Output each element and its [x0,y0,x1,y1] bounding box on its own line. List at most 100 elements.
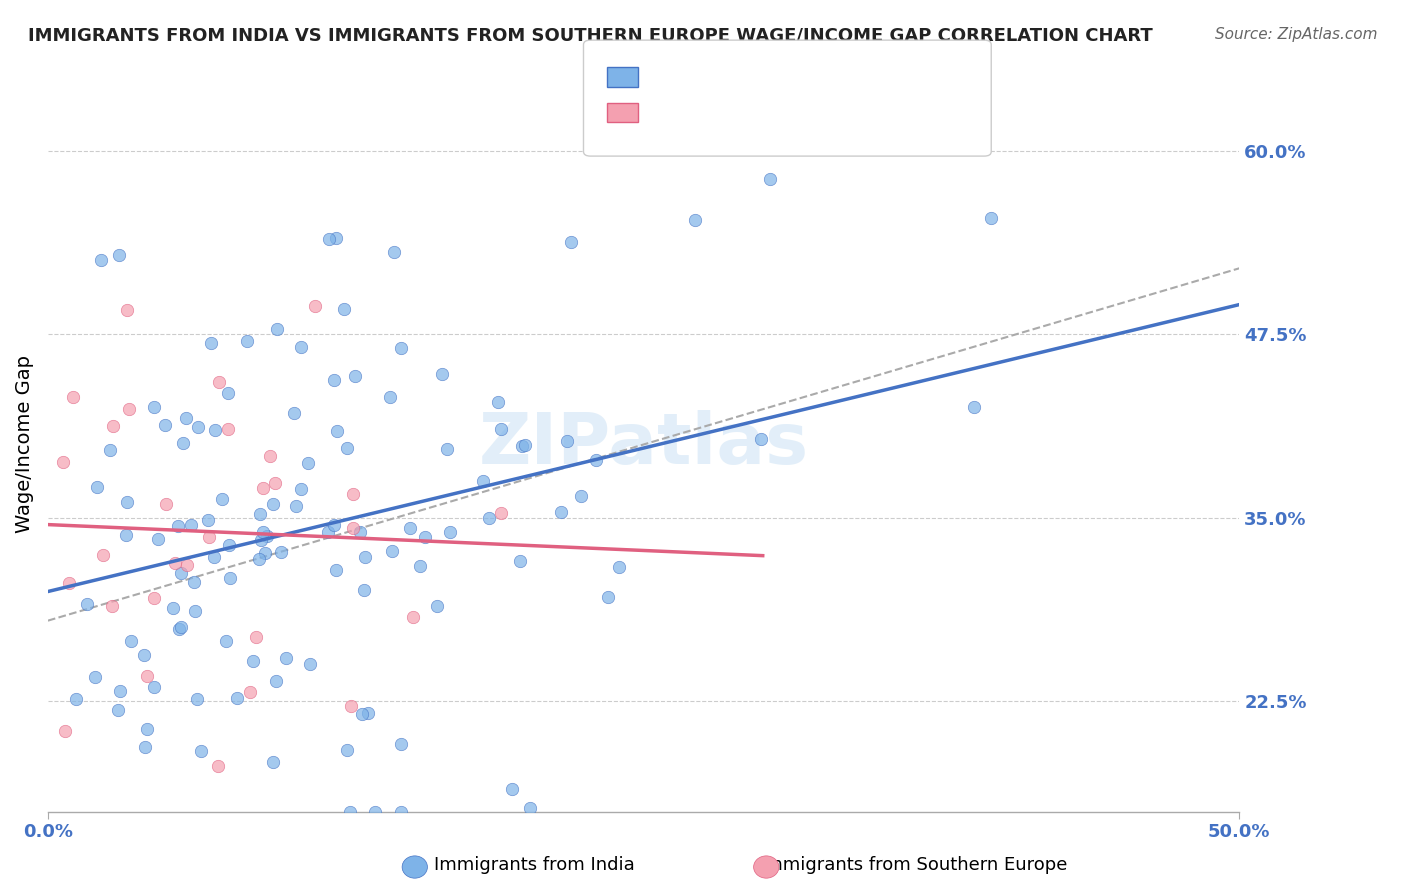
Point [759,172,782,186]
Text: ZIPatlas: ZIPatlas [478,410,808,479]
Point [342,521,364,535]
Point [519,800,541,814]
Point [219,571,242,585]
Point [408,559,430,574]
Point [62,390,84,404]
Point [364,805,387,819]
Point [596,590,619,604]
Text: IMMIGRANTS FROM INDIA VS IMMIGRANTS FROM SOUTHERN EUROPE WAGE/INCOME GAP CORRELA: IMMIGRANTS FROM INDIA VS IMMIGRANTS FROM… [28,27,1153,45]
Point [115,494,138,508]
Point [430,367,453,381]
Text: R = 0.333: R = 0.333 [650,103,740,121]
Point [136,669,159,683]
Point [86,480,108,494]
Point [569,489,592,503]
Point [259,450,281,464]
Point [135,722,157,736]
Point [217,422,239,436]
Point [318,232,340,246]
Point [299,657,322,672]
Point [204,424,226,438]
Point [172,436,194,450]
Point [325,231,347,245]
Point [207,758,229,772]
Point [382,244,405,259]
Point [478,511,501,525]
Point [389,805,412,819]
Point [352,706,374,721]
Point [284,499,307,513]
Point [254,546,277,560]
Point [266,322,288,336]
Point [142,591,165,606]
Point [326,425,349,439]
Point [242,654,264,668]
Point [215,633,238,648]
Point [501,781,523,796]
Point [342,487,364,501]
Point [439,524,461,539]
Point [276,650,298,665]
Point [357,706,380,720]
Point [225,690,247,705]
Point [163,556,186,570]
Point [180,518,202,533]
Point [239,685,262,699]
Point [256,529,278,543]
Point [550,505,572,519]
Point [515,438,537,452]
Text: N =  29: N = 29 [811,103,880,121]
Point [198,530,221,544]
Point [963,400,986,414]
Point [333,301,356,316]
Point [208,376,231,390]
Point [167,519,190,533]
Text: R = 0.338: R = 0.338 [650,68,740,86]
Point [555,434,578,448]
Point [249,552,271,566]
Point [339,805,361,819]
Point [266,673,288,688]
Point [262,755,284,769]
Point [585,453,607,467]
Point [472,474,495,488]
Point [202,550,225,565]
Point [290,340,312,354]
Point [323,374,346,388]
Point [197,513,219,527]
Point [143,680,166,694]
Point [170,566,193,580]
Point [607,559,630,574]
Point [108,684,131,698]
Point [170,620,193,634]
Text: N = 114: N = 114 [811,68,886,86]
Point [183,574,205,589]
Point [53,724,76,739]
Point [318,525,340,540]
Point [323,517,346,532]
Point [176,558,198,572]
Point [218,538,240,552]
Point [252,525,274,540]
Point [83,670,105,684]
Point [354,550,377,565]
Point [683,212,706,227]
Point [389,341,412,355]
Point [413,530,436,544]
Point [378,390,401,404]
Point [510,439,533,453]
Point [132,648,155,662]
Point [167,622,190,636]
Point [115,303,138,318]
Point [560,235,582,249]
Point [58,576,80,591]
Point [65,691,87,706]
Point [245,630,267,644]
Point [283,406,305,420]
Point [980,211,1002,225]
Point [100,443,122,458]
Point [381,543,404,558]
Point [108,248,131,262]
Point [91,548,114,562]
Point [155,497,177,511]
